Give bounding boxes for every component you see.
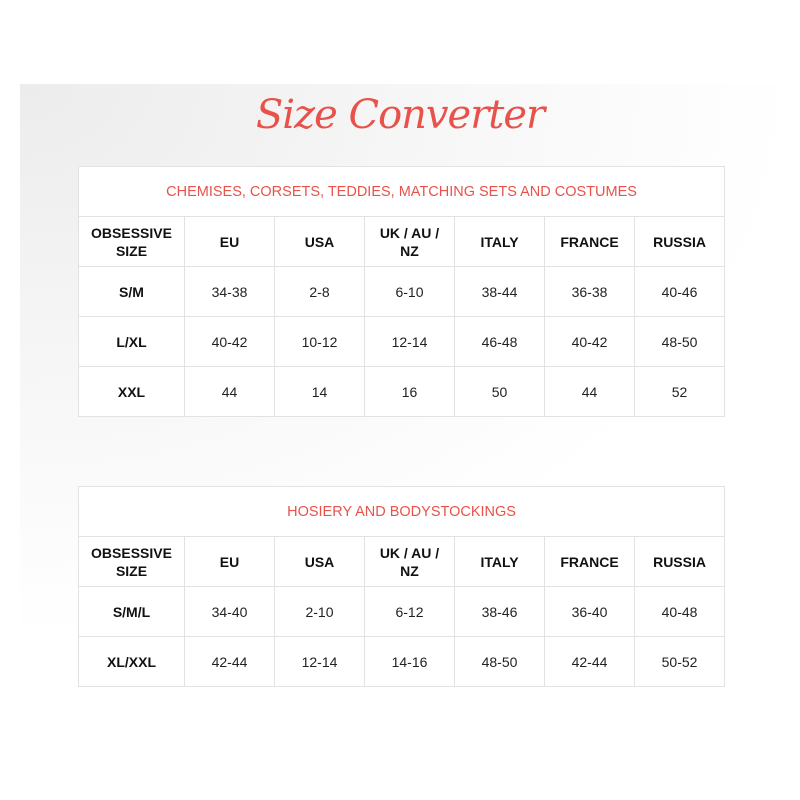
size-value: 40-42	[184, 316, 275, 367]
column-header: ITALY	[454, 216, 545, 267]
size-value: 14-16	[364, 636, 455, 687]
size-value: 42-44	[184, 636, 275, 687]
size-value: 36-40	[544, 586, 635, 637]
size-value: 10-12	[274, 316, 365, 367]
size-value: 52	[633, 366, 726, 417]
size-value: 2-10	[274, 586, 365, 637]
table-row: L/XL 40-42 10-12 12-14 46-48 40-42 48-50	[78, 316, 726, 367]
size-value: 50	[454, 366, 545, 417]
column-header: FRANCE	[544, 216, 635, 267]
size-value: 40-48	[633, 586, 726, 637]
size-value: 12-14	[274, 636, 365, 687]
size-value: 34-38	[184, 266, 275, 317]
size-value: 36-38	[544, 266, 635, 317]
table-row: XL/XXL 42-44 12-14 14-16 48-50 42-44 50-52	[78, 636, 726, 687]
column-header: OBSESSIVE SIZE	[78, 216, 185, 267]
column-header: UK / AU / NZ	[364, 536, 455, 587]
column-header: RUSSIA	[633, 216, 726, 267]
size-value: 42-44	[544, 636, 635, 687]
table-caption: HOSIERY AND BODYSTOCKINGS	[77, 486, 726, 537]
size-value: 38-46	[454, 586, 545, 637]
table-row: S/M/L 34-40 2-10 6-12 38-46 36-40 40-48	[78, 586, 726, 637]
size-value: 6-12	[364, 586, 455, 637]
size-value: 12-14	[364, 316, 455, 367]
size-value: 34-40	[184, 586, 275, 637]
column-header: EU	[184, 536, 275, 587]
size-value: 46-48	[454, 316, 545, 367]
table-caption: CHEMISES, CORSETS, TEDDIES, MATCHING SET…	[77, 166, 726, 217]
size-label: S/M	[78, 266, 185, 317]
column-header: UK / AU / NZ	[364, 216, 455, 267]
size-value: 40-42	[544, 316, 635, 367]
column-header: OBSESSIVE SIZE	[78, 536, 185, 587]
page-title: Size Converter	[255, 92, 545, 138]
size-table-hosiery: HOSIERY AND BODYSTOCKINGS OBSESSIVE SIZE E…	[77, 486, 726, 687]
table-caption-row: HOSIERY AND BODYSTOCKINGS	[77, 486, 726, 537]
header-row: OBSESSIVE SIZE EU USA UK / AU / NZ ITALY FRAN…	[78, 536, 726, 587]
size-value: 44	[184, 366, 275, 417]
table-row: XXL 44 14 16 50 44 52	[78, 366, 726, 417]
column-header: FRANCE	[544, 536, 635, 587]
table-caption-row: CHEMISES, CORSETS, TEDDIES, MATCHING SET…	[77, 166, 726, 217]
column-header: USA	[274, 216, 365, 267]
size-label: L/XL	[78, 316, 185, 367]
size-value: 16	[364, 366, 455, 417]
column-header: RUSSIA	[633, 536, 726, 587]
size-value: 48-50	[633, 316, 726, 367]
size-value: 40-46	[633, 266, 726, 317]
size-label: XL/XXL	[78, 636, 185, 687]
size-value: 6-10	[364, 266, 455, 317]
size-value: 50-52	[633, 636, 726, 687]
size-value: 44	[544, 366, 635, 417]
column-header: EU	[184, 216, 275, 267]
header-row: OBSESSIVE SIZE EU USA UK / AU / NZ ITALY FRAN…	[78, 216, 726, 267]
size-value: 38-44	[454, 266, 545, 317]
size-table-lingerie: CHEMISES, CORSETS, TEDDIES, MATCHING SET…	[77, 166, 726, 417]
size-value: 2-8	[274, 266, 365, 317]
size-value: 14	[274, 366, 365, 417]
size-value: 48-50	[454, 636, 545, 687]
table-row: S/M 34-38 2-8 6-10 38-44 36-38 40-46	[78, 266, 726, 317]
column-header: ITALY	[454, 536, 545, 587]
size-label: S/M/L	[78, 586, 185, 637]
column-header: USA	[274, 536, 365, 587]
size-label: XXL	[78, 366, 185, 417]
